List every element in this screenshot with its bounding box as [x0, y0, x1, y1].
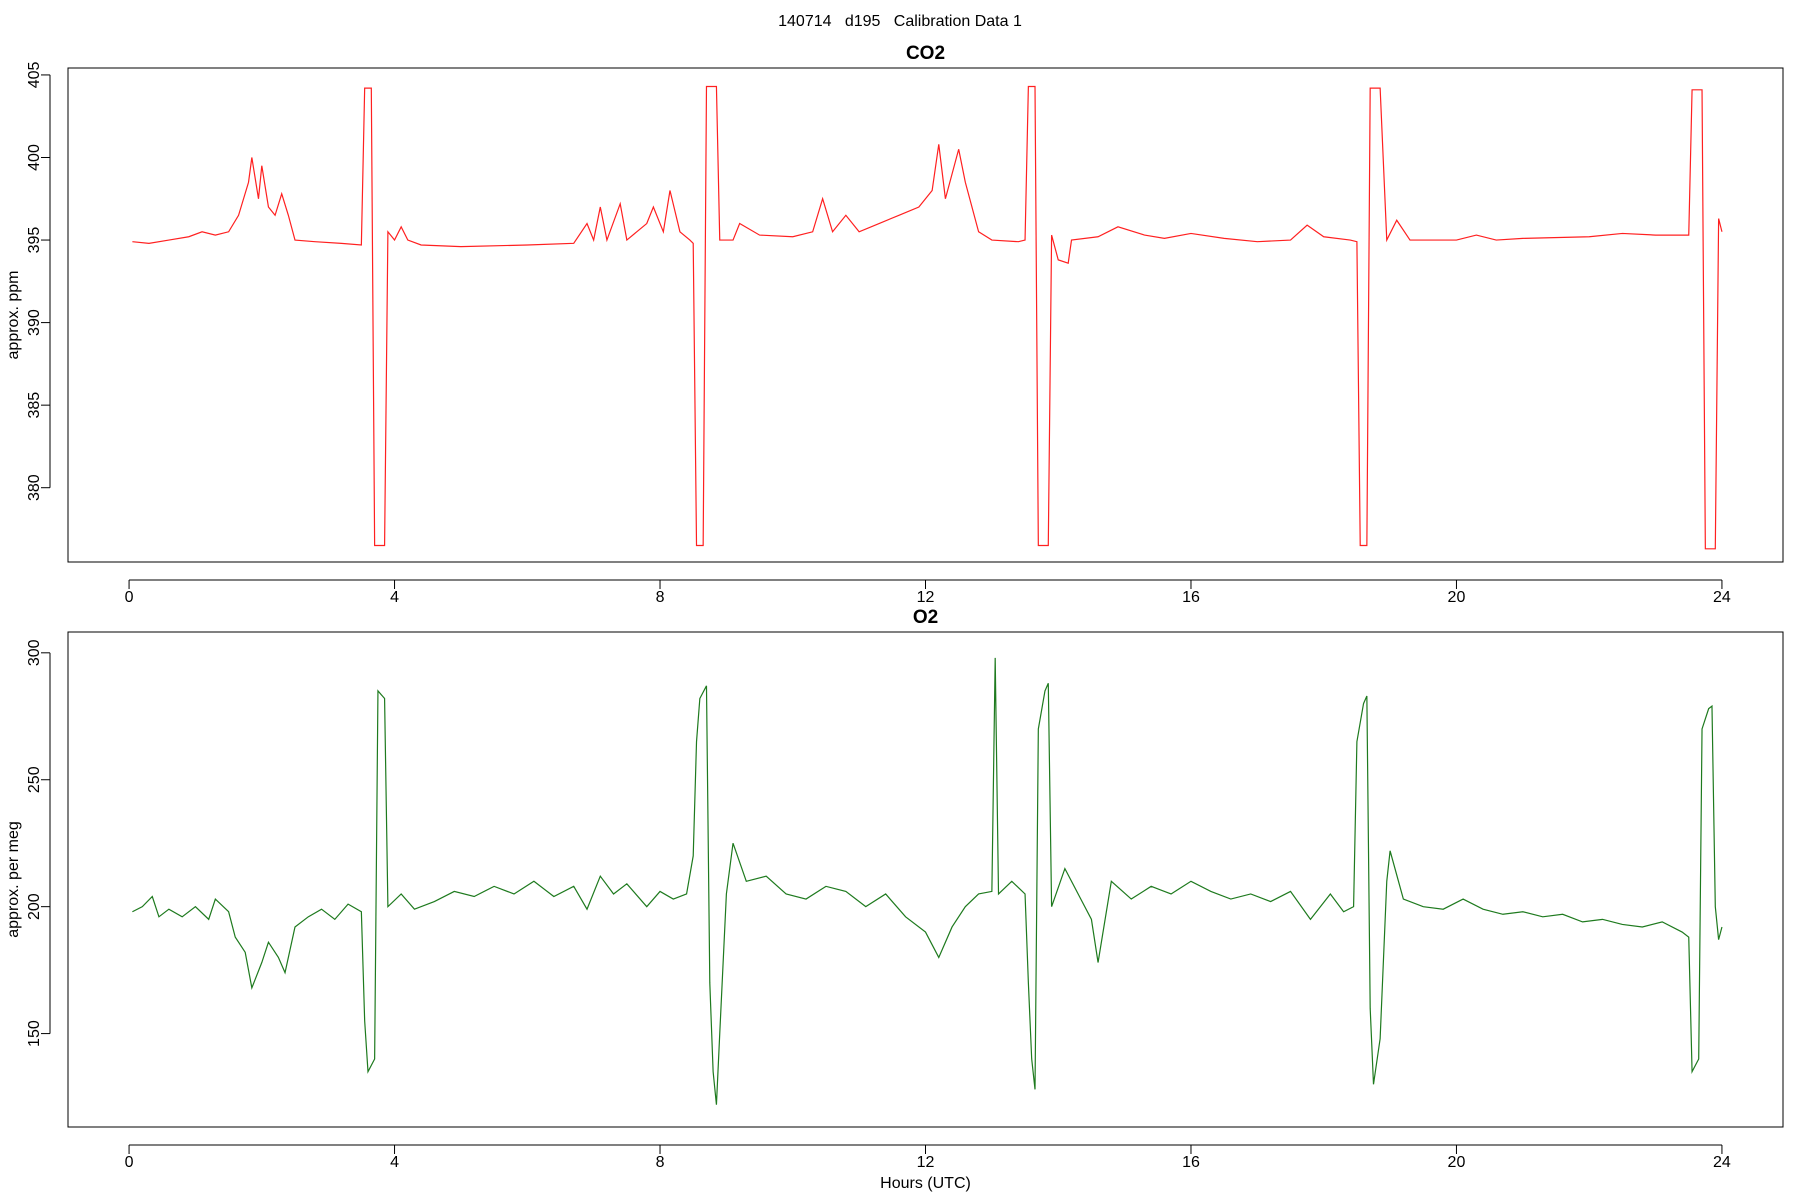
y-tick-label: 400 — [26, 144, 43, 171]
x-tick-label: 0 — [125, 589, 134, 606]
y-tick-label: 385 — [26, 392, 43, 419]
x-tick-label: 4 — [390, 1154, 399, 1171]
x-tick-label: 0 — [125, 1154, 134, 1171]
y-tick-label: 390 — [26, 309, 43, 336]
y-tick-label: 150 — [26, 1020, 43, 1047]
x-tick-label: 20 — [1448, 1154, 1466, 1171]
chart-title: CO2 — [906, 43, 945, 64]
y-tick-label: 200 — [26, 893, 43, 920]
y-axis-label: approx. per meg — [5, 821, 22, 938]
chart-title: O2 — [913, 607, 938, 628]
x-tick-label: 20 — [1448, 589, 1466, 606]
data-line — [132, 657, 1723, 1105]
x-tick-label: 16 — [1182, 589, 1200, 606]
y-tick-label: 405 — [26, 61, 43, 88]
x-tick-label: 8 — [656, 589, 665, 606]
x-axis-label: Hours (UTC) — [880, 1175, 971, 1192]
y-tick-label: 395 — [26, 227, 43, 254]
y-tick-label: 250 — [26, 766, 43, 793]
plot-frame — [67, 67, 1784, 563]
y-axis-label: approx. ppm — [5, 271, 22, 360]
x-tick-label: 24 — [1713, 1154, 1731, 1171]
x-tick-label: 4 — [390, 589, 399, 606]
x-tick-label: 12 — [917, 589, 935, 606]
plot-frame — [67, 631, 1784, 1128]
x-tick-label: 8 — [656, 1154, 665, 1171]
data-line — [132, 85, 1723, 550]
y-tick-label: 300 — [26, 639, 43, 666]
y-tick-label: 380 — [26, 474, 43, 501]
x-tick-label: 12 — [917, 1154, 935, 1171]
x-tick-label: 16 — [1182, 1154, 1200, 1171]
x-tick-label: 24 — [1713, 589, 1731, 606]
figure-title: 140714 d195 Calibration Data 1 — [778, 13, 1022, 30]
